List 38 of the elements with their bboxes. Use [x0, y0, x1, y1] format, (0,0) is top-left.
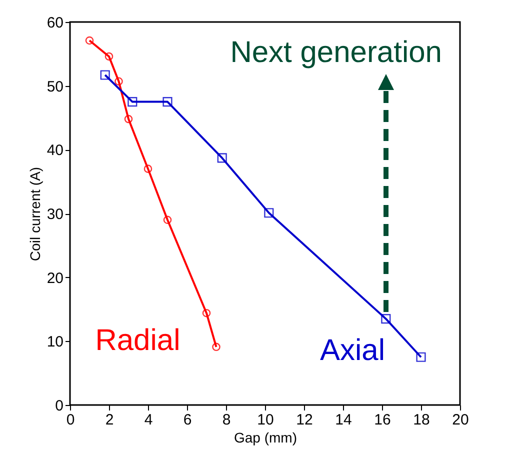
x-tick-label: 10	[257, 412, 274, 428]
annotation: Next generation	[230, 36, 442, 69]
x-tick-label: 14	[335, 412, 352, 428]
point	[381, 314, 391, 324]
y-tick-label: 0	[55, 398, 64, 414]
point	[163, 216, 172, 224]
point	[124, 114, 133, 124]
point	[128, 97, 138, 107]
y-tick-label: 10	[46, 334, 64, 351]
x-tick-label: 12	[296, 412, 313, 428]
point	[202, 308, 211, 318]
point	[85, 36, 94, 45]
point	[212, 342, 220, 352]
point	[162, 97, 172, 107]
x-tick-label: 16	[374, 412, 391, 428]
y-tick-label: 30	[46, 206, 64, 223]
y-tick-label: 40	[46, 142, 64, 160]
x-tick-label: 18	[413, 412, 430, 428]
x-tick-label: 4	[144, 412, 153, 428]
point	[416, 352, 426, 362]
point	[264, 208, 274, 218]
series-label: Axial	[320, 334, 385, 368]
y-axis-title: Coil current (A)	[26, 166, 43, 262]
x-tick-label: 0	[66, 412, 75, 428]
x-tick-label: 6	[183, 412, 192, 428]
point	[144, 164, 152, 173]
x-tick-label: 20	[452, 412, 469, 428]
point	[114, 77, 123, 86]
point	[100, 70, 110, 80]
point	[104, 52, 114, 61]
x-axis-title: Gap (mm)	[234, 430, 297, 446]
y-tick-label: 50	[46, 78, 64, 96]
x-tick-label: 2	[105, 412, 114, 428]
x-tick-label: 8	[222, 412, 231, 428]
series-label: Radial	[95, 324, 180, 357]
y-tick-label: 20	[46, 270, 64, 287]
y-tick-label: 60	[46, 14, 64, 32]
point	[217, 153, 227, 163]
